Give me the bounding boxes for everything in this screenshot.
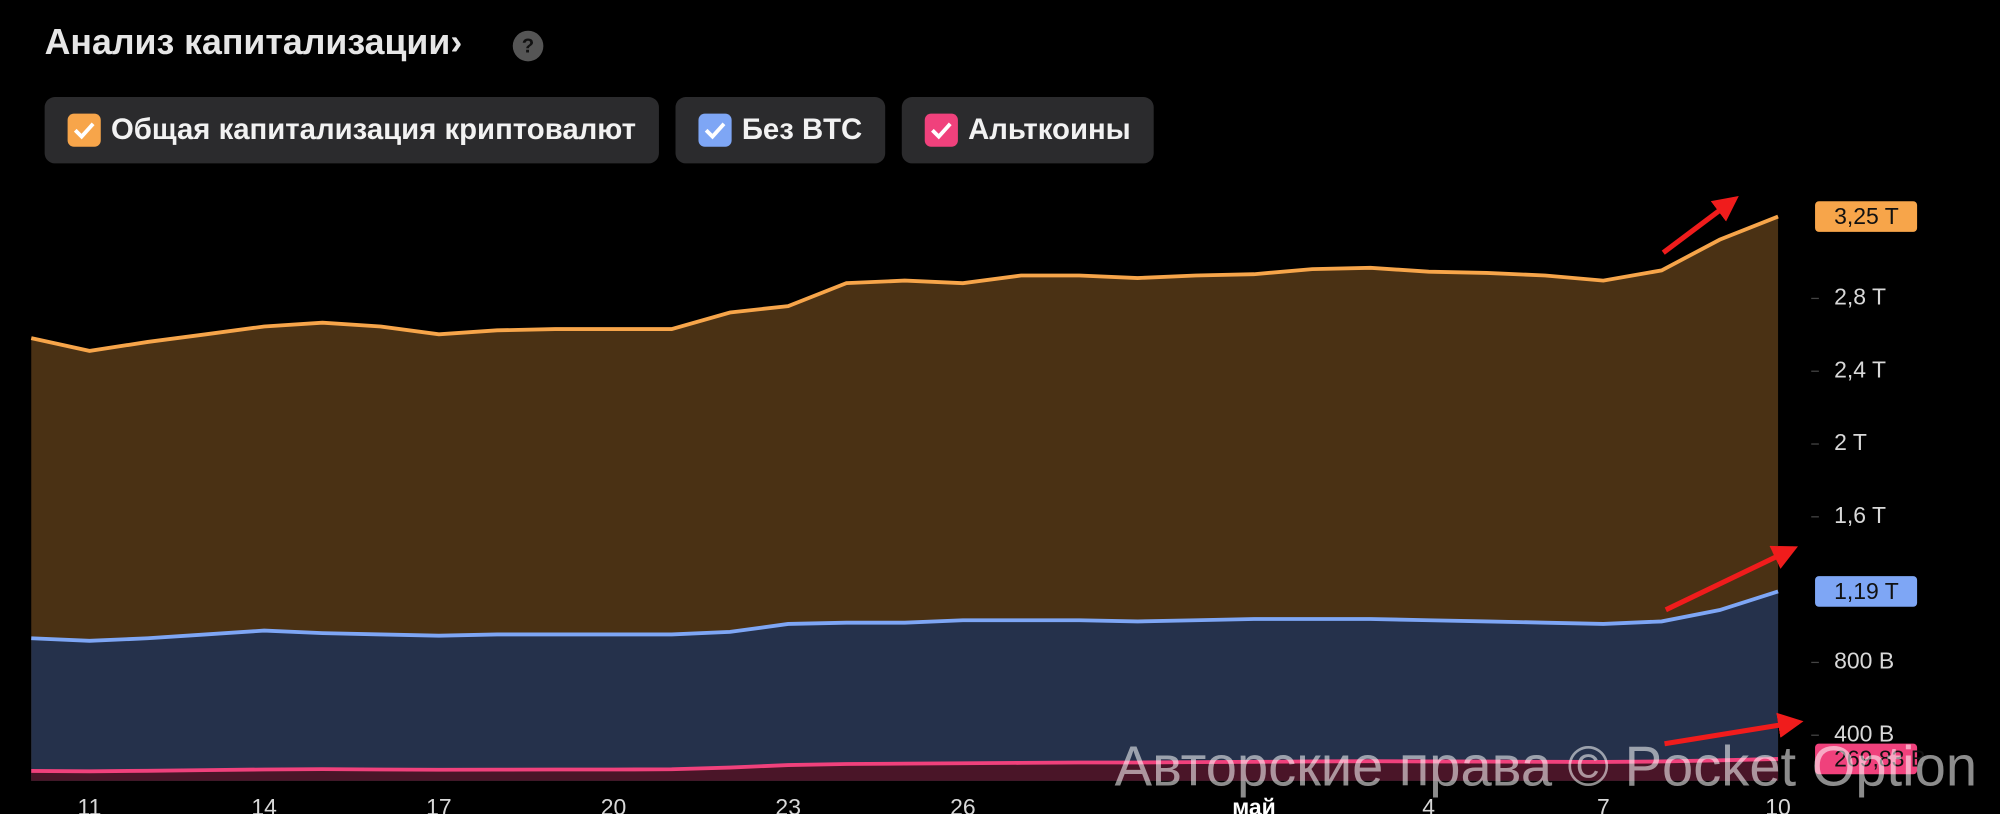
value-label: 1,19 T xyxy=(1834,578,1899,604)
legend-label: Альткоины xyxy=(968,113,1131,146)
value-badge xyxy=(1815,743,1918,775)
y-tick-label: 2,8 T xyxy=(1834,283,1886,309)
x-tick-label: 7 xyxy=(1597,794,1610,814)
legend-item[interactable]: Альткоины xyxy=(901,97,1154,164)
annotation-arrows xyxy=(1661,196,1804,747)
check-mark xyxy=(73,122,95,140)
legend: Общая капитализация криптовалют Без BTC Ал… xyxy=(44,97,1154,164)
chart-title: Анализ капитализации› xyxy=(45,22,463,62)
check-mark xyxy=(931,122,952,140)
value-badge xyxy=(1815,576,1918,607)
plot: 400 B 800 B 1,6 T 2 T 2,4 T 2,8 T 11 14 17 20 23 26… xyxy=(30,201,1926,814)
y-tick-label: 800 B xyxy=(1834,647,1894,673)
legend-label: Общая капитализация криптовалют xyxy=(111,113,636,146)
value-badge xyxy=(1815,201,1918,232)
svg-text:?: ? xyxy=(522,36,534,58)
watermark: Авторские права © Pocket Option xyxy=(1115,734,1977,797)
x-tick-label: 10 xyxy=(1765,794,1791,814)
line xyxy=(31,589,1779,643)
legend-checkbox xyxy=(67,113,101,147)
x-tick-label: май xyxy=(1232,794,1276,814)
y-tick-label: 400 B xyxy=(1834,720,1894,746)
x-tick-label: 17 xyxy=(426,794,452,814)
y-tick-label: 1,6 T xyxy=(1834,502,1886,528)
area xyxy=(31,591,1779,781)
legend-checkbox xyxy=(698,113,732,147)
check-mark xyxy=(704,122,726,140)
value-label: 269,83 B xyxy=(1834,745,1926,771)
legend-button xyxy=(901,97,1154,164)
help-icon[interactable]: ? xyxy=(512,30,544,62)
x-tick-label: 20 xyxy=(601,794,627,814)
legend-button xyxy=(675,97,886,164)
line xyxy=(31,757,1779,774)
x-tick-label: 11 xyxy=(78,794,102,814)
legend-checkbox xyxy=(924,113,958,147)
x-tick-label: 14 xyxy=(251,794,277,814)
legend-item[interactable]: Общая капитализация криптовалют xyxy=(44,97,659,164)
value-label: 3,25 T xyxy=(1834,203,1899,229)
x-tick-label: 4 xyxy=(1422,794,1435,814)
legend-button xyxy=(44,97,659,164)
x-tick-label: 23 xyxy=(775,794,801,814)
x-tick-label: 26 xyxy=(950,794,976,814)
y-tick-label: 2,4 T xyxy=(1834,356,1886,382)
legend-label: Без BTC xyxy=(742,113,862,146)
legend-item[interactable]: Без BTC xyxy=(675,97,886,164)
line xyxy=(30,214,1779,353)
area xyxy=(31,758,1779,781)
y-tick-label: 2 T xyxy=(1834,429,1867,455)
